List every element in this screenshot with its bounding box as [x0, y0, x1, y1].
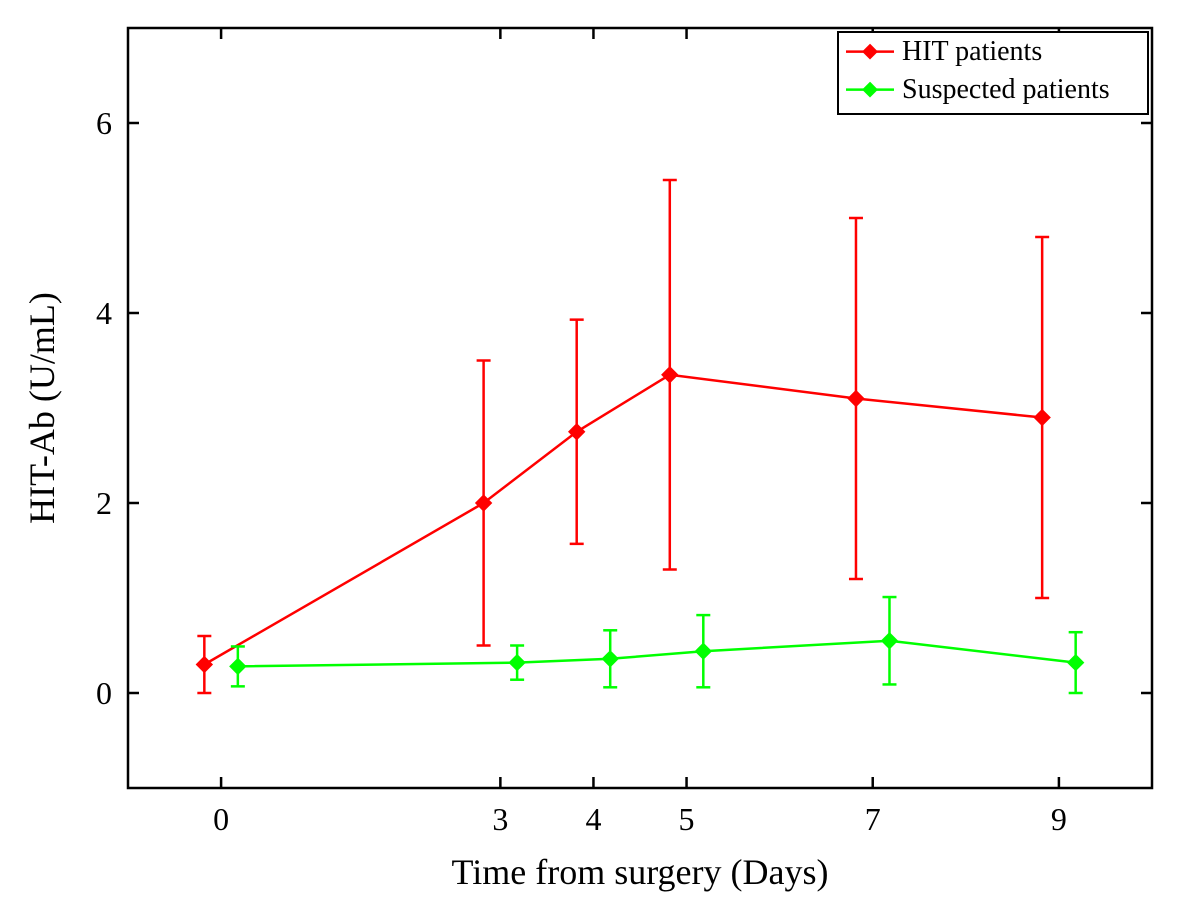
y-tick-label: 6 — [96, 105, 112, 141]
x-tick-label: 3 — [492, 801, 508, 837]
chart-svg: 0 3 4 5 7 9 0 2 4 6 Time from surgery (Days) HIT-Ab… — [0, 0, 1181, 905]
x-tick-label: 0 — [213, 801, 229, 837]
y-tick-label: 0 — [96, 675, 112, 711]
y-tick-label: 4 — [96, 295, 112, 331]
x-tick-label: 5 — [679, 801, 695, 837]
x-axis-label: Time from surgery (Days) — [452, 852, 829, 892]
legend: HIT patients Suspected patients — [838, 32, 1148, 114]
y-axis-label: HIT-Ab (U/mL) — [22, 292, 62, 524]
y-tick-label: 2 — [96, 485, 112, 521]
chart-container: 0 3 4 5 7 9 0 2 4 6 Time from surgery (Days) HIT-Ab… — [0, 0, 1181, 905]
x-tick-label: 4 — [585, 801, 601, 837]
x-tick-label: 9 — [1051, 801, 1067, 837]
legend-label: HIT patients — [902, 36, 1042, 67]
legend-label: Suspected patients — [902, 74, 1110, 105]
x-tick-label: 7 — [865, 801, 881, 837]
